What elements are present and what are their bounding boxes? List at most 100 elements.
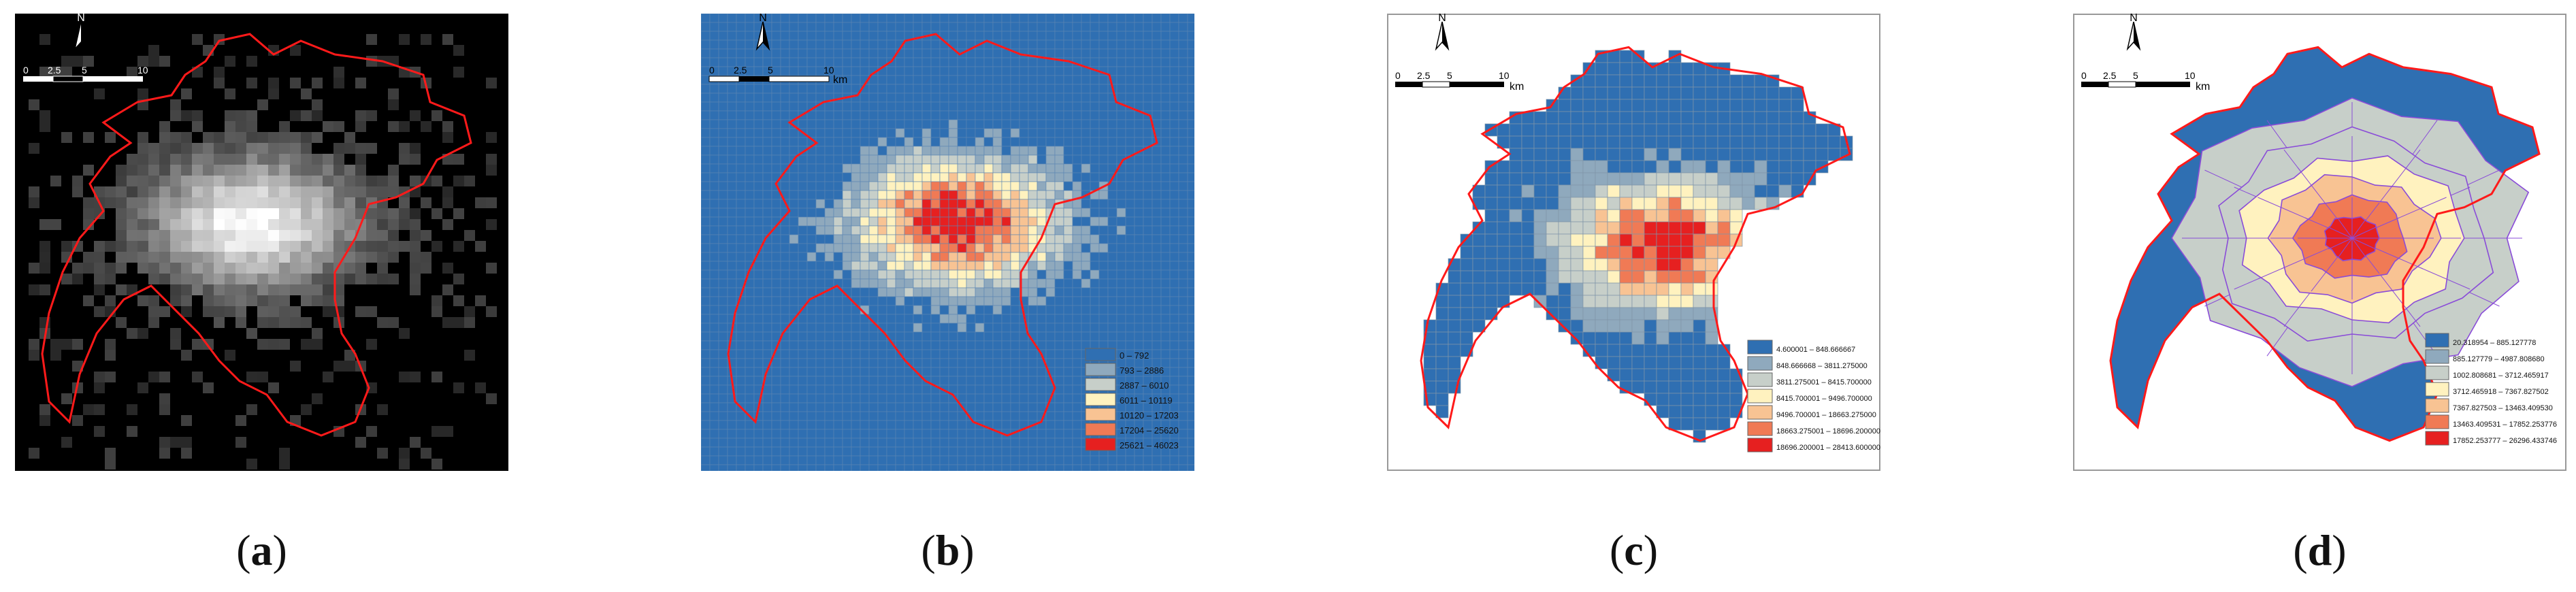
grid-cell bbox=[983, 119, 994, 129]
grid-cell bbox=[1484, 307, 1498, 320]
grid-cell bbox=[957, 208, 967, 218]
grid-cell bbox=[1754, 148, 1767, 161]
grid-cell bbox=[789, 278, 799, 289]
grid-cell bbox=[333, 230, 344, 241]
north-arrow: N bbox=[1435, 14, 1450, 51]
grid-cell bbox=[930, 208, 941, 218]
grid-cell bbox=[1072, 234, 1082, 244]
legend-label: 18663.275001 – 18696.200000 bbox=[1776, 427, 1880, 435]
city-boundary-d bbox=[2109, 46, 2541, 442]
grid-cell bbox=[727, 163, 737, 174]
grid-cell bbox=[312, 176, 323, 186]
grid-cell bbox=[1045, 455, 1056, 465]
grid-cell bbox=[323, 176, 333, 186]
grid-cell bbox=[780, 22, 790, 32]
grid-cell bbox=[718, 216, 728, 227]
grid-cell bbox=[1019, 199, 1029, 209]
grid-cell bbox=[922, 269, 932, 280]
grid-cell bbox=[913, 163, 923, 174]
grid-cell bbox=[1607, 344, 1620, 357]
grid-cell bbox=[257, 295, 268, 306]
grid-cell bbox=[1558, 270, 1571, 284]
grid-cell bbox=[268, 88, 279, 99]
grid-cell bbox=[1001, 208, 1011, 218]
grid-cell bbox=[789, 39, 799, 50]
grid-cell bbox=[922, 252, 932, 262]
grid-cell bbox=[1160, 110, 1171, 120]
grid-cell bbox=[798, 278, 808, 289]
grid-cell bbox=[1028, 190, 1038, 200]
grid-cell bbox=[1072, 216, 1082, 227]
grid-cell bbox=[399, 143, 410, 154]
grid-cell bbox=[192, 372, 203, 382]
grid-cell bbox=[762, 411, 772, 421]
grid-cell bbox=[1570, 246, 1584, 259]
grid-cell bbox=[421, 252, 431, 263]
grid-cell bbox=[948, 464, 958, 471]
grid-cell bbox=[1754, 135, 1767, 149]
grid-cell bbox=[214, 284, 225, 295]
grid-cell bbox=[116, 317, 127, 328]
scale-tick-2: 5 bbox=[2133, 70, 2138, 81]
grid-cell bbox=[1644, 258, 1657, 272]
grid-cell bbox=[709, 93, 719, 103]
grid-cell bbox=[1521, 172, 1535, 186]
grid-cell bbox=[1644, 86, 1657, 100]
grid-cell bbox=[904, 323, 914, 333]
grid-cell bbox=[824, 243, 834, 253]
grid-cell bbox=[824, 438, 834, 448]
grid-cell bbox=[1656, 172, 1669, 186]
grid-cell bbox=[1178, 137, 1188, 147]
grid-cell bbox=[301, 284, 312, 295]
grid-cell bbox=[957, 411, 967, 421]
grid-cell bbox=[771, 101, 781, 112]
grid-cell bbox=[833, 154, 843, 165]
city-boundary-c bbox=[1420, 46, 1851, 442]
grid-cell bbox=[1717, 86, 1731, 100]
grid-cell bbox=[1570, 86, 1584, 100]
grid-cell bbox=[1090, 154, 1100, 165]
grid-cell bbox=[1619, 307, 1633, 320]
grid-cell bbox=[851, 154, 861, 165]
grid-cell bbox=[789, 446, 799, 457]
grid-cell bbox=[824, 14, 834, 23]
grid-cell bbox=[877, 340, 887, 350]
grid-cell bbox=[842, 438, 852, 448]
grid-cell bbox=[922, 331, 932, 342]
grid-cell bbox=[192, 197, 203, 208]
grid-cell bbox=[966, 438, 976, 448]
grid-cell bbox=[1644, 380, 1657, 394]
grid-cell bbox=[94, 274, 105, 284]
grid-cell bbox=[983, 101, 994, 112]
grid-cell bbox=[1717, 405, 1731, 418]
grid-cell bbox=[727, 438, 737, 448]
grid-cell bbox=[1521, 270, 1535, 284]
grid-cell bbox=[1160, 323, 1171, 333]
grid-cell bbox=[806, 464, 817, 471]
grid-cell bbox=[895, 252, 905, 262]
grid-cell bbox=[815, 393, 826, 404]
grid-cell bbox=[1546, 270, 1559, 284]
grid-cell bbox=[780, 66, 790, 76]
grid-cell bbox=[815, 190, 826, 200]
grid-cell bbox=[745, 331, 755, 342]
grid-cell bbox=[1152, 146, 1162, 156]
grid-cell bbox=[388, 317, 399, 328]
grid-cell bbox=[833, 438, 843, 448]
grid-cell bbox=[1054, 402, 1064, 412]
grid-cell bbox=[246, 132, 257, 143]
grid-cell bbox=[833, 190, 843, 200]
grid-cell bbox=[355, 252, 366, 263]
grid-cell bbox=[1546, 172, 1559, 186]
scale-tick-1: 2.5 bbox=[48, 65, 61, 76]
grid-cell bbox=[806, 314, 817, 324]
grid-cell bbox=[983, 393, 994, 404]
grid-cell bbox=[1098, 128, 1109, 138]
grid-cell bbox=[1607, 172, 1620, 186]
grid-cell bbox=[170, 197, 181, 208]
grid-cell bbox=[771, 208, 781, 218]
grid-cell bbox=[736, 101, 746, 112]
grid-cell bbox=[1116, 137, 1126, 147]
grid-cell bbox=[1644, 135, 1657, 149]
grid-cell bbox=[833, 181, 843, 191]
